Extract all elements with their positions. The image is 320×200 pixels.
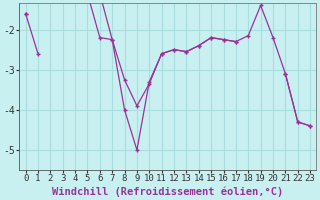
X-axis label: Windchill (Refroidissement éolien,°C): Windchill (Refroidissement éolien,°C) <box>52 186 284 197</box>
